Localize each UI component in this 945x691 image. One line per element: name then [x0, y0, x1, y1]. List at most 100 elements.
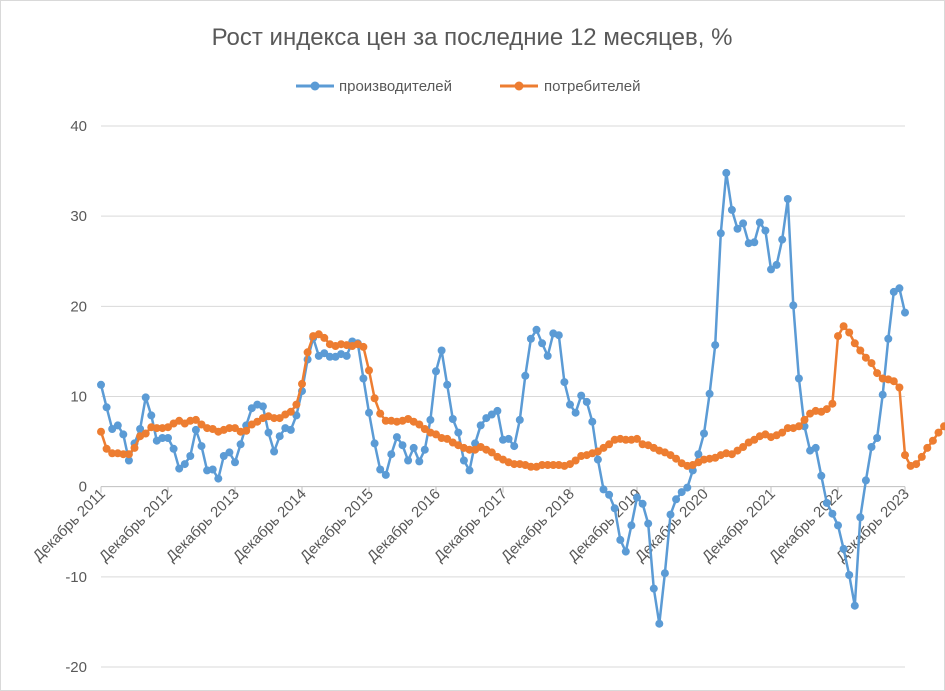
data-point[interactable]: [415, 420, 424, 429]
data-point[interactable]: [465, 466, 474, 475]
data-point[interactable]: [286, 425, 295, 434]
data-point[interactable]: [739, 219, 748, 228]
data-point[interactable]: [437, 346, 446, 355]
data-point[interactable]: [666, 510, 675, 519]
data-point[interactable]: [97, 380, 105, 389]
data-point[interactable]: [270, 414, 279, 423]
data-point[interactable]: [861, 476, 870, 485]
data-point[interactable]: [325, 352, 334, 361]
data-point[interactable]: [365, 408, 373, 417]
data-point[interactable]: [510, 460, 519, 469]
data-point[interactable]: [700, 429, 708, 438]
data-point[interactable]: [141, 393, 150, 402]
data-point[interactable]: [387, 450, 396, 459]
data-point[interactable]: [593, 455, 602, 464]
data-point[interactable]: [119, 450, 128, 459]
data-point[interactable]: [124, 456, 133, 465]
data-point[interactable]: [515, 415, 524, 424]
data-point[interactable]: [934, 428, 943, 437]
data-point[interactable]: [834, 332, 842, 341]
data-point[interactable]: [476, 421, 485, 430]
data-point[interactable]: [928, 436, 937, 445]
data-point[interactable]: [867, 359, 876, 368]
data-point[interactable]: [577, 391, 586, 400]
data-point[interactable]: [789, 301, 798, 310]
data-point[interactable]: [605, 490, 614, 499]
data-point[interactable]: [828, 509, 837, 518]
data-point[interactable]: [677, 488, 686, 497]
data-point[interactable]: [940, 422, 945, 431]
data-point[interactable]: [526, 462, 535, 471]
data-point[interactable]: [794, 374, 803, 383]
data-point[interactable]: [778, 235, 787, 244]
data-point[interactable]: [755, 218, 764, 227]
data-point[interactable]: [554, 331, 563, 340]
data-point[interactable]: [917, 452, 926, 461]
data-point[interactable]: [772, 260, 781, 269]
data-point[interactable]: [415, 457, 424, 466]
data-point[interactable]: [191, 425, 200, 434]
data-point[interactable]: [923, 443, 932, 452]
data-point[interactable]: [392, 433, 401, 442]
data-point[interactable]: [381, 470, 390, 479]
data-point[interactable]: [711, 341, 720, 350]
data-point[interactable]: [811, 443, 820, 452]
data-point[interactable]: [543, 351, 552, 360]
data-point[interactable]: [370, 439, 379, 448]
data-point[interactable]: [376, 465, 385, 474]
data-point[interactable]: [856, 346, 865, 355]
data-point[interactable]: [566, 400, 574, 409]
data-point[interactable]: [108, 449, 117, 458]
data-point[interactable]: [621, 435, 630, 444]
data-point[interactable]: [571, 456, 580, 465]
data-point[interactable]: [783, 424, 792, 433]
data-point[interactable]: [783, 195, 792, 203]
data-point[interactable]: [130, 443, 139, 452]
data-point[interactable]: [761, 226, 770, 235]
data-point[interactable]: [359, 342, 368, 351]
data-point[interactable]: [644, 519, 653, 528]
data-point[interactable]: [672, 495, 681, 504]
data-point[interactable]: [633, 493, 641, 502]
data-point[interactable]: [465, 445, 474, 454]
data-point[interactable]: [504, 434, 513, 443]
data-point[interactable]: [258, 402, 267, 411]
data-point[interactable]: [588, 417, 597, 426]
data-point[interactable]: [264, 428, 273, 437]
data-point[interactable]: [582, 397, 591, 406]
data-point[interactable]: [236, 440, 245, 449]
data-point[interactable]: [895, 284, 904, 293]
data-point[interactable]: [102, 403, 111, 412]
data-point[interactable]: [621, 547, 630, 556]
data-point[interactable]: [158, 434, 167, 442]
data-point[interactable]: [286, 407, 295, 416]
data-point[interactable]: [733, 224, 742, 233]
data-point[interactable]: [873, 434, 882, 442]
data-point[interactable]: [426, 415, 435, 424]
data-point[interactable]: [376, 409, 385, 418]
data-point[interactable]: [817, 471, 826, 480]
data-point[interactable]: [448, 415, 457, 423]
data-point[interactable]: [164, 434, 172, 442]
data-point[interactable]: [655, 619, 664, 628]
data-point[interactable]: [242, 426, 251, 435]
data-point[interactable]: [454, 428, 463, 437]
data-point[interactable]: [683, 483, 692, 492]
legend-item-consumers[interactable]: потребителей: [500, 78, 641, 95]
data-point[interactable]: [767, 265, 775, 274]
data-point[interactable]: [856, 513, 865, 522]
data-point[interactable]: [538, 339, 547, 348]
data-point[interactable]: [370, 394, 379, 403]
data-point[interactable]: [722, 168, 731, 177]
data-point[interactable]: [147, 411, 156, 420]
data-point[interactable]: [778, 428, 787, 437]
data-point[interactable]: [638, 499, 647, 508]
data-point[interactable]: [320, 333, 329, 342]
data-point[interactable]: [398, 441, 407, 450]
data-point[interactable]: [845, 571, 854, 579]
data-point[interactable]: [97, 427, 105, 436]
data-point[interactable]: [794, 422, 803, 431]
data-point[interactable]: [822, 498, 831, 507]
data-point[interactable]: [526, 334, 535, 343]
data-point[interactable]: [616, 535, 625, 544]
